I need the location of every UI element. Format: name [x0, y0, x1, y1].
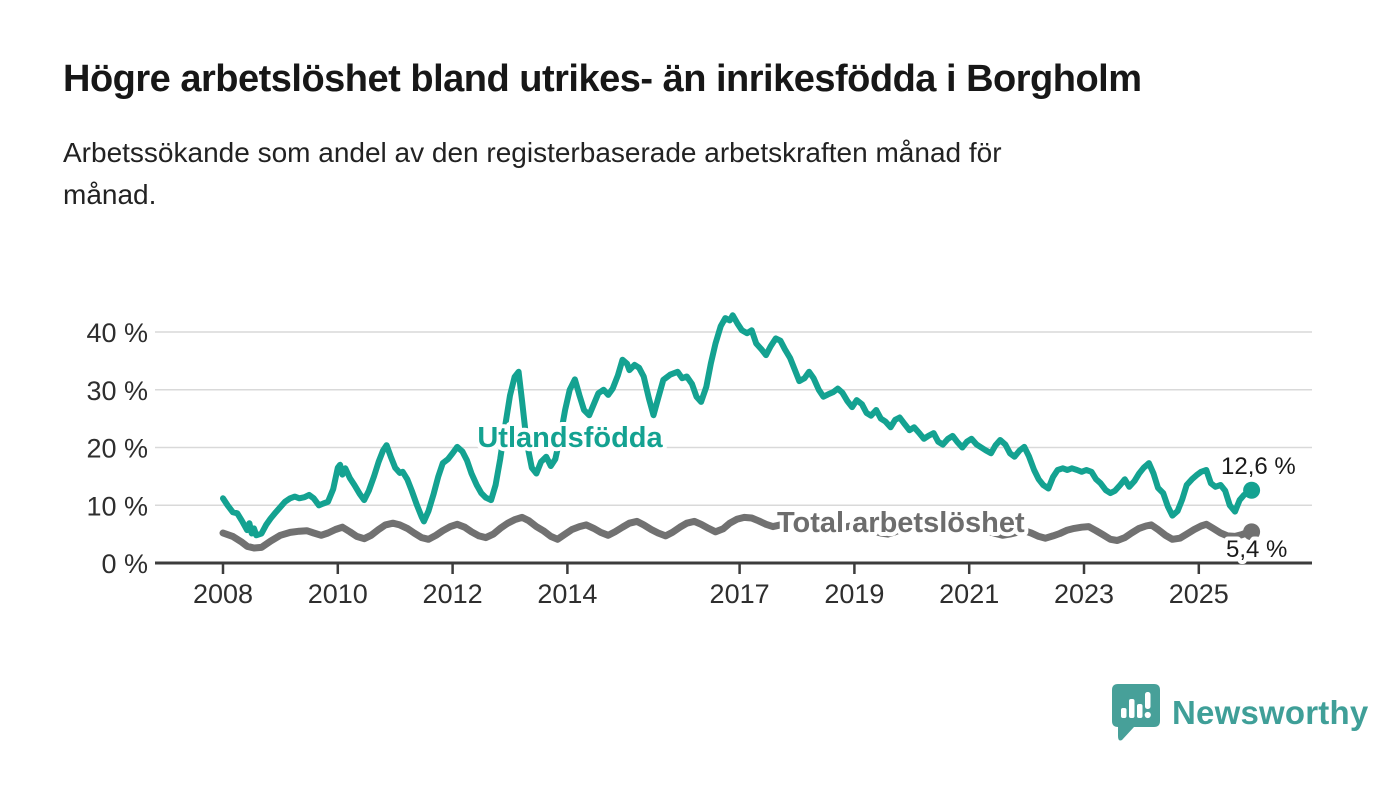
x-axis-label-2014: 2014 — [537, 579, 597, 609]
chart-subtitle: Arbetssökande som andel av den registerb… — [63, 132, 1353, 216]
y-axis-label-10: 10 % — [86, 491, 148, 521]
y-axis-label-30: 30 % — [86, 376, 148, 406]
newsworthy-logo: Newsworthy — [1112, 684, 1368, 742]
total-arbetsl-shet-line — [219, 513, 1256, 552]
y-axis-label-0: 0 % — [101, 549, 148, 579]
x-axis-label-2019: 2019 — [824, 579, 884, 609]
x-axis-label-2008: 2008 — [193, 579, 253, 609]
chart-header: Högre arbetslöshet bland utrikes- än inr… — [63, 58, 1353, 216]
chart-title: Högre arbetslöshet bland utrikes- än inr… — [63, 58, 1142, 100]
chart-subtitle-line2: månad. — [63, 178, 157, 210]
total-arbetsl-shet-series-label: Total arbetslöshet — [777, 507, 1025, 539]
newsworthy-logo-text: Newsworthy — [1172, 694, 1369, 731]
chart-subtitle-line1: Arbetssökande som andel av den registerb… — [63, 136, 1002, 168]
utlandsf-dda-series-label: Utlandsfödda — [477, 422, 663, 454]
x-axis-label-2021: 2021 — [939, 579, 999, 609]
utlandsf-dda-line — [220, 312, 1255, 539]
utlandsf-dda-end-value-label: 12,6 % — [1221, 453, 1296, 480]
x-axis-label-2012: 2012 — [423, 579, 483, 609]
x-axis-label-2017: 2017 — [710, 579, 770, 609]
y-axis-label-20: 20 % — [86, 434, 148, 464]
y-axis-label-40: 40 % — [86, 318, 148, 348]
x-axis-label-2025: 2025 — [1169, 579, 1229, 609]
utlandsf-dda-end-dot — [1243, 481, 1261, 499]
total-arbetsl-shet-end-dot — [1243, 523, 1261, 541]
x-axis-label-2023: 2023 — [1054, 579, 1114, 609]
x-axis-label-2010: 2010 — [308, 579, 368, 609]
speech-bubble-bar-chart-exclamation-icon — [1112, 684, 1160, 741]
total-arbetsl-shet-end-value-label: 5,4 % — [1226, 536, 1287, 563]
